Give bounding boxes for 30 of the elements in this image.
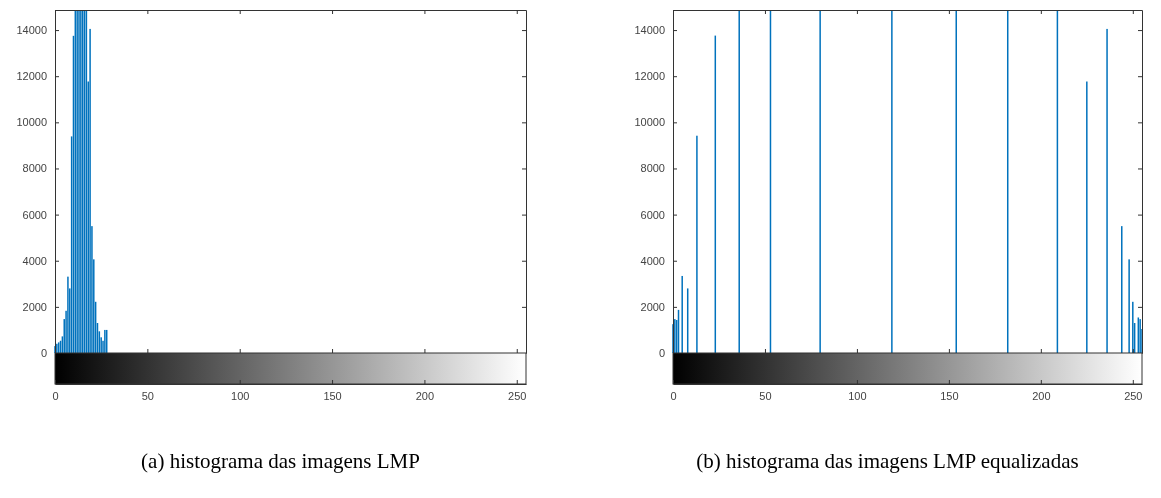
y-tick-label: 14000 [16, 24, 47, 37]
x-tick-label: 50 [141, 389, 154, 402]
x-tick-label: 200 [1032, 389, 1051, 402]
y-tick-label: 10000 [16, 116, 47, 129]
x-tick-label: 150 [940, 389, 959, 402]
text: (b) histograma das imagens LMP equalizadas [696, 449, 1079, 473]
x-tick-label: 250 [1124, 389, 1143, 402]
x-tick-label: 0 [52, 389, 59, 402]
y-tick-label: 0 [40, 347, 47, 360]
y-tick-label: 14000 [634, 24, 665, 37]
y-tick-label: 2000 [22, 300, 47, 313]
y-tick-label: 0 [658, 347, 665, 360]
y-tick-label: 12000 [634, 70, 665, 83]
y-tick-label: 12000 [16, 70, 47, 83]
y-tick-label: 8000 [22, 162, 47, 175]
x-tick-label: 50 [759, 389, 772, 402]
x-tick-label: 100 [848, 389, 867, 402]
y-tick-label: 10000 [634, 116, 665, 129]
y-tick-label: 2000 [640, 300, 665, 313]
x-tick-label: 250 [508, 389, 527, 402]
y-tick-label: 6000 [640, 208, 665, 221]
x-tick-label: 200 [415, 389, 435, 402]
y-tick-label: 4000 [22, 254, 47, 267]
x-tick-label: 100 [231, 389, 250, 402]
y-tick-label: 4000 [640, 254, 665, 267]
text: (a) histograma das imagens LMP [141, 449, 420, 473]
y-tick-label: 6000 [22, 208, 47, 221]
y-tick-label: 8000 [640, 162, 665, 175]
x-tick-label: 0 [670, 389, 677, 402]
x-tick-label: 150 [323, 389, 342, 402]
